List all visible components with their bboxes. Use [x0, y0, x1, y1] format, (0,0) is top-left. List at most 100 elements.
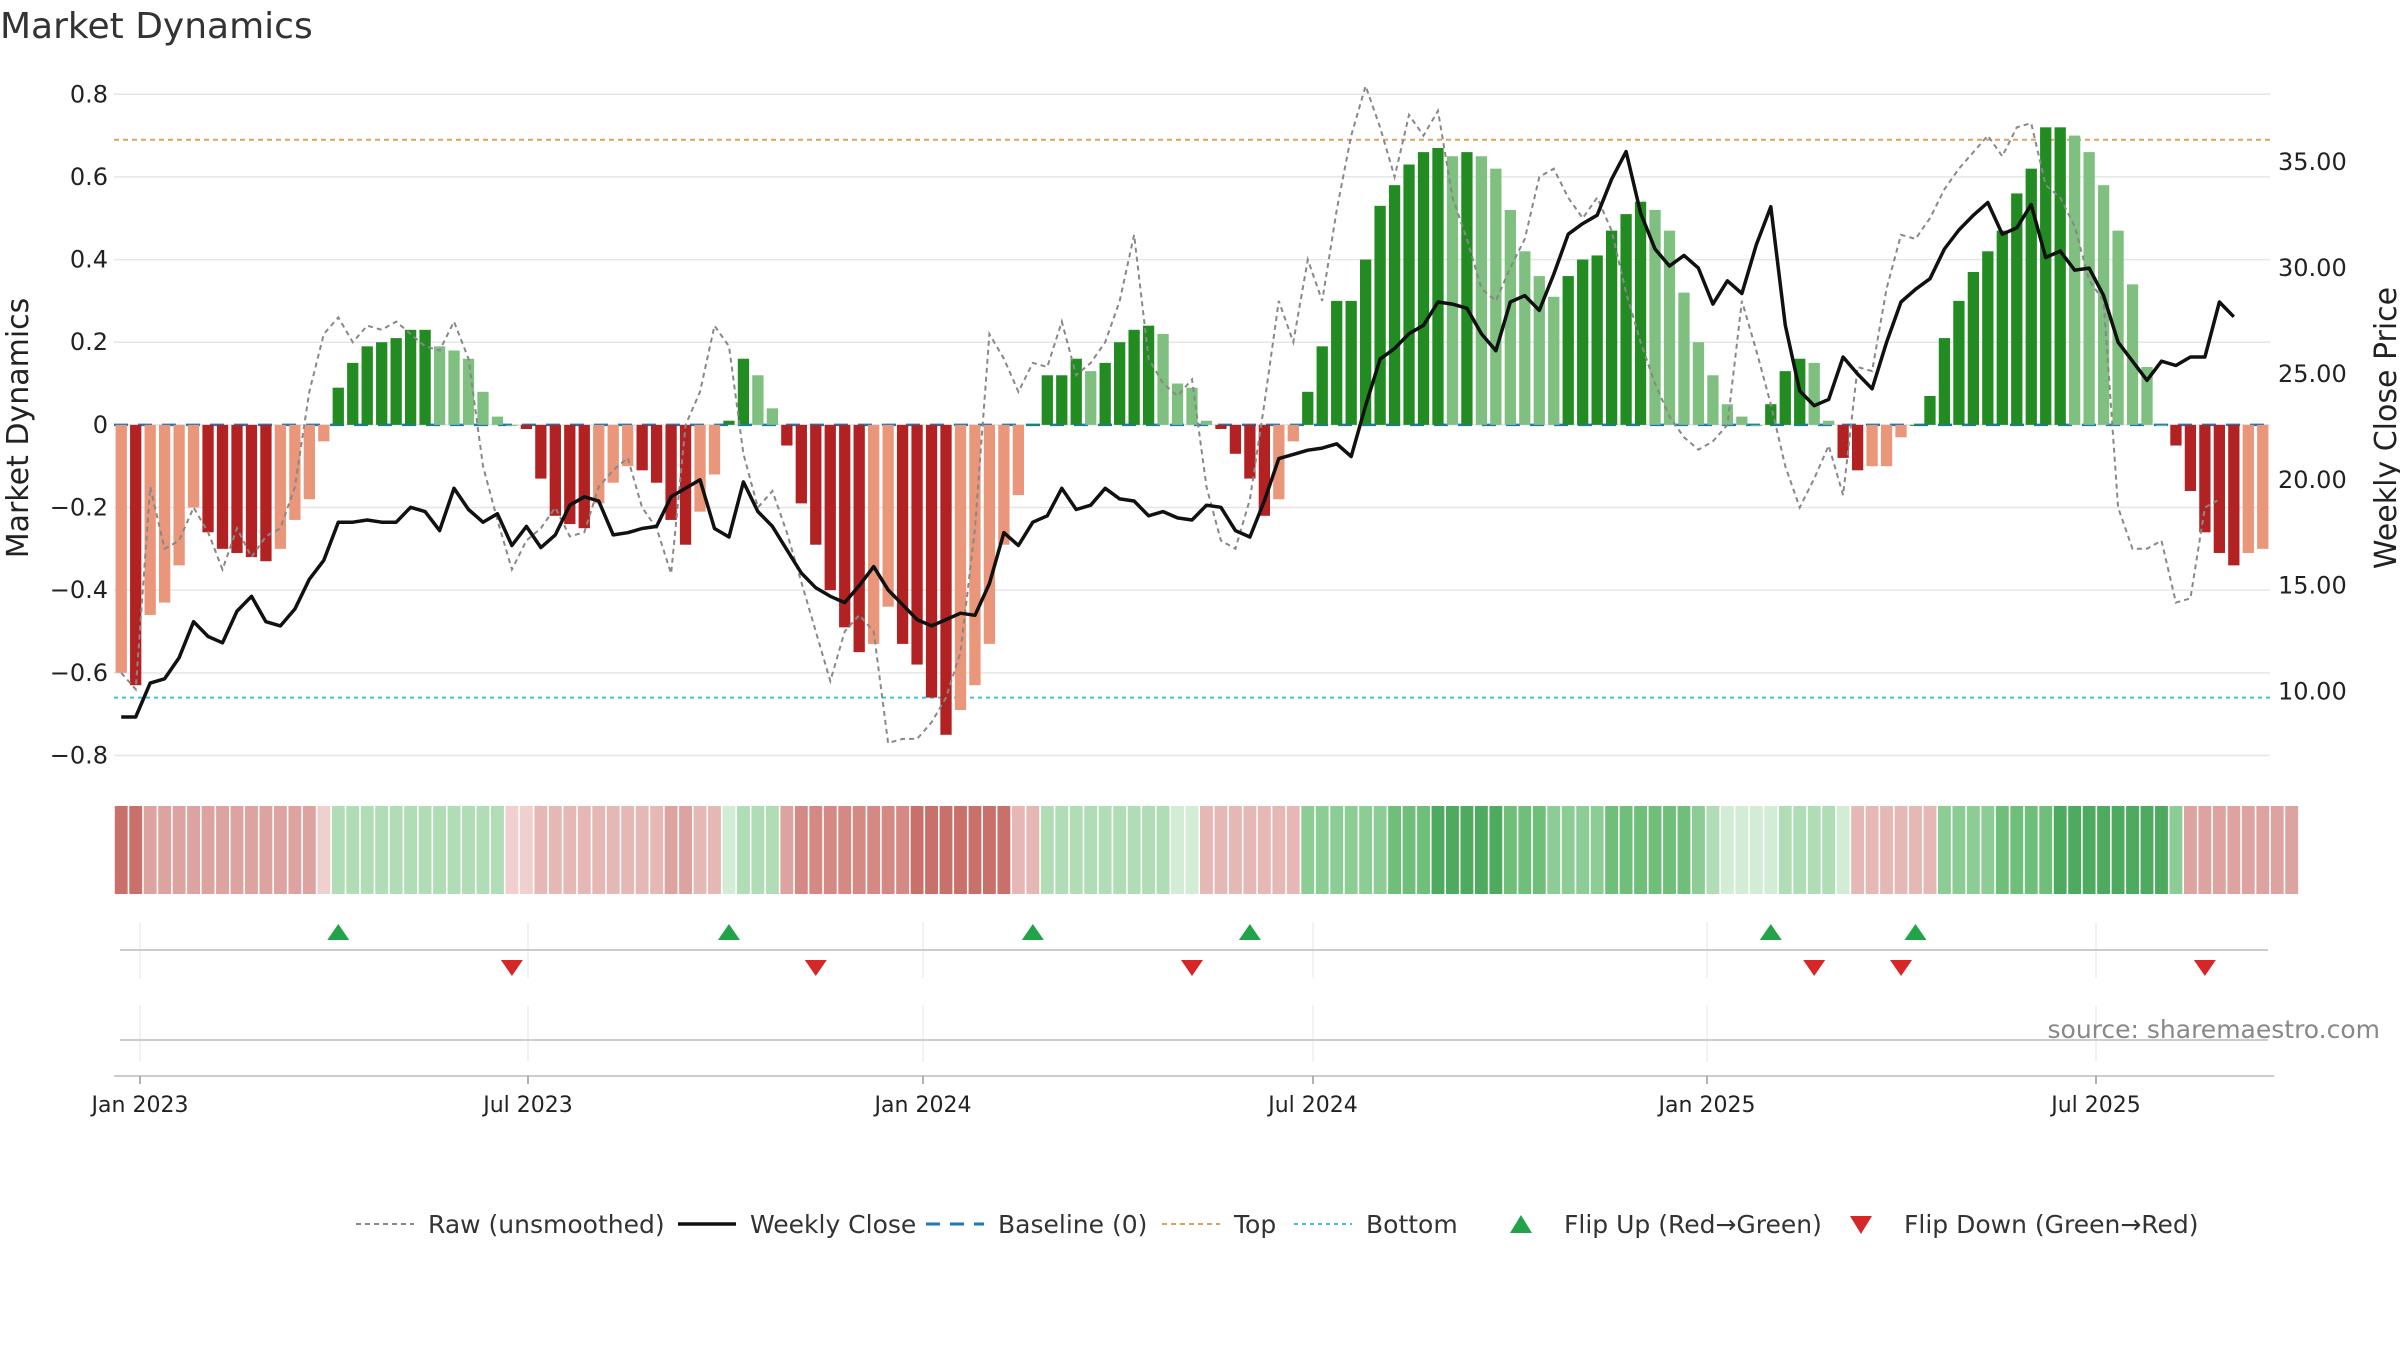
legend-label: Raw (unsmoothed): [428, 1210, 665, 1239]
y-tick-label: 0.8: [70, 80, 108, 108]
momentum-bar: [1229, 424, 1242, 454]
momentum-bar: [1909, 424, 1922, 426]
momentum-bar: [1041, 375, 1053, 425]
y-axis-label: Market Dynamics: [1, 298, 36, 559]
strip-cell: [2053, 806, 2067, 894]
strip-cell: [1098, 806, 1112, 894]
momentum-bar: [260, 424, 272, 562]
y-tick-label: 0.4: [70, 246, 108, 274]
strip-cell: [2111, 806, 2125, 894]
momentum-bar: [1432, 147, 1444, 425]
strip-cell: [1605, 806, 1619, 894]
momentum-bar: [231, 424, 243, 553]
momentum-bar: [1620, 214, 1632, 425]
momentum-bar: [795, 424, 807, 504]
strip-cell: [331, 806, 345, 894]
momentum-bar: [491, 416, 504, 425]
flip-down-marker: [804, 960, 827, 976]
momentum-bar: [578, 424, 590, 529]
strip-cell: [302, 806, 316, 894]
strip-cell: [433, 806, 447, 894]
momentum-bar: [1577, 259, 1589, 425]
strip-cell: [2010, 806, 2024, 894]
strip-cell: [375, 806, 389, 894]
momentum-bar: [564, 424, 576, 525]
momentum-bar: [1258, 424, 1270, 516]
momentum-bar: [2025, 168, 2037, 425]
strip-cell: [1634, 806, 1647, 894]
momentum-bar: [1388, 185, 1401, 425]
momentum-bar: [1070, 358, 1082, 425]
strip-cell: [1373, 806, 1387, 894]
momentum-bar: [144, 424, 156, 615]
x-tick-label: Jan 2025: [1657, 1093, 1756, 1118]
strip-cell: [1778, 806, 1792, 894]
x-tick-label: Jul 2023: [481, 1093, 573, 1118]
momentum-bar: [1707, 375, 1719, 425]
legend-swatch: [1510, 1215, 1532, 1233]
momentum-bar: [1012, 424, 1025, 496]
flip-up-marker: [717, 924, 740, 940]
strip-cell: [1865, 806, 1879, 894]
regime-color-strip: [114, 806, 2299, 894]
momentum-bar: [1562, 276, 1574, 425]
strip-cell: [1648, 806, 1662, 894]
momentum-bar: [1519, 251, 1531, 425]
momentum-bar: [636, 424, 648, 471]
legend-label: Weekly Close: [750, 1210, 916, 1239]
momentum-bar: [1200, 420, 1213, 425]
strip-cell: [1301, 806, 1315, 894]
momentum-bar: [115, 424, 127, 673]
strip-cell: [2155, 806, 2168, 894]
momentum-bar: [549, 424, 561, 516]
momentum-bar: [1938, 338, 1951, 425]
strip-cell: [563, 806, 577, 894]
momentum-bar: [868, 424, 880, 644]
legend: Raw (unsmoothed) Weekly Close Baseline (0)…: [356, 1210, 2199, 1239]
momentum-bar: [347, 362, 359, 425]
strip-cell: [158, 806, 172, 894]
momentum-bar: [1374, 205, 1386, 425]
momentum-bar: [1475, 156, 1488, 425]
momentum-bar: [766, 408, 779, 425]
momentum-bar: [2083, 152, 2095, 425]
strip-cell: [2241, 806, 2255, 894]
momentum-bar: [1866, 424, 1878, 467]
y2-tick-label: 25.00: [2278, 360, 2347, 388]
y2-axis-label: Weekly Close Price: [2369, 287, 2400, 569]
strip-cell: [1836, 806, 1850, 894]
flip-down-marker: [1181, 960, 1203, 976]
strip-cell: [939, 806, 953, 894]
strip-cell: [404, 806, 418, 894]
momentum-bar: [2112, 230, 2124, 425]
strip-cell: [1026, 806, 1040, 894]
momentum-bar: [679, 424, 692, 545]
strip-cell: [751, 806, 765, 894]
chart-title: Market Dynamics: [0, 6, 313, 47]
momentum-bar: [593, 424, 605, 504]
strip-cell: [1851, 806, 1865, 894]
y2-tick-label: 30.00: [2278, 254, 2347, 282]
strip-cell: [360, 806, 374, 894]
strip-cell: [1474, 806, 1488, 894]
strip-cell: [1417, 806, 1430, 894]
momentum-bar: [477, 391, 489, 425]
momentum-bar: [1736, 416, 1748, 425]
momentum-bar: [361, 346, 373, 425]
strip-cell: [1315, 806, 1329, 894]
momentum-bar: [1953, 300, 1965, 425]
strip-cell: [418, 806, 432, 894]
strip-cell: [1764, 806, 1778, 894]
strip-cell: [172, 806, 186, 894]
strip-cell: [1127, 806, 1141, 894]
strip-cell: [505, 806, 519, 894]
strip-cell: [317, 806, 331, 894]
source-label: source: sharemaestro.com: [2048, 1015, 2381, 1044]
strip-cell: [1822, 806, 1836, 894]
legend-label: Top: [1233, 1210, 1276, 1239]
momentum-bar: [1099, 362, 1111, 425]
strip-cell: [1518, 806, 1532, 894]
y-tick-label: −0.6: [50, 659, 108, 687]
y2-tick-label: 15.00: [2278, 572, 2347, 600]
strip-cell: [708, 806, 721, 894]
